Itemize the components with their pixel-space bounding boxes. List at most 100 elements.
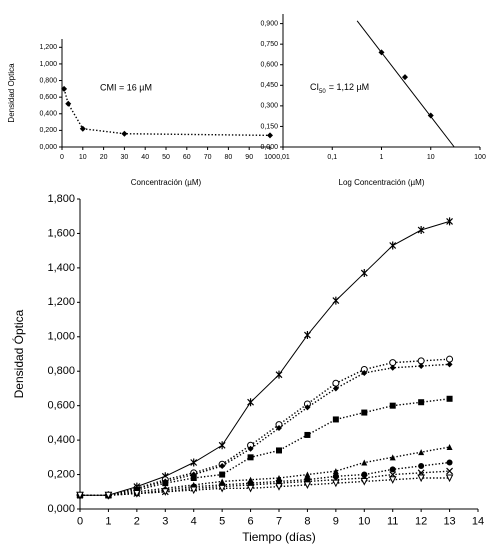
marker bbox=[446, 355, 454, 363]
x-tick-label: 60 bbox=[183, 154, 191, 161]
marker bbox=[417, 357, 425, 365]
marker bbox=[332, 468, 339, 475]
x-tick-label: 1 bbox=[380, 154, 384, 161]
series-line bbox=[356, 20, 455, 148]
marker bbox=[304, 404, 311, 411]
x-tick-label: 0 bbox=[60, 154, 64, 161]
y-tick-label: 0,800 bbox=[47, 365, 75, 377]
marker bbox=[417, 226, 425, 234]
marker bbox=[304, 471, 311, 478]
annotation-rest: = 1,12 µM bbox=[329, 82, 369, 92]
y-tick-label: 0,200 bbox=[39, 127, 57, 134]
marker bbox=[247, 480, 254, 487]
marker bbox=[189, 486, 198, 495]
x-tick-label: 3 bbox=[162, 516, 168, 528]
y-tick-label: 0,600 bbox=[260, 62, 278, 69]
marker bbox=[332, 379, 340, 387]
x-tick-label: 4 bbox=[191, 516, 197, 528]
marker bbox=[61, 85, 68, 92]
y-tick-label: 0,000 bbox=[39, 144, 57, 151]
x-tick-label: 7 bbox=[276, 516, 282, 528]
y-tick-label: 0,400 bbox=[47, 434, 75, 446]
marker bbox=[246, 484, 255, 493]
x-tick-label: 6 bbox=[248, 516, 254, 528]
marker bbox=[389, 241, 397, 250]
x-tick-label: 100 bbox=[264, 154, 276, 161]
x-axis-label: Concentración (µM) bbox=[131, 178, 202, 187]
marker bbox=[388, 476, 397, 484]
y-tick-label: 1,200 bbox=[47, 296, 75, 308]
chart: 0,000 0,200 0,400 0,600 0,800 1,000 1,200 1,400… bbox=[11, 193, 484, 544]
marker bbox=[304, 331, 311, 340]
marker bbox=[418, 449, 425, 456]
x-tick-label: 2 bbox=[134, 516, 140, 528]
marker bbox=[361, 409, 368, 416]
marker bbox=[446, 467, 453, 475]
marker bbox=[446, 395, 453, 402]
marker bbox=[161, 488, 170, 496]
x-tick-label: 10 bbox=[427, 154, 435, 161]
series-line bbox=[80, 446, 450, 496]
marker bbox=[332, 479, 340, 488]
y-tick-label: 0,900 bbox=[260, 20, 278, 27]
series-line bbox=[80, 220, 450, 496]
marker bbox=[162, 480, 169, 487]
marker bbox=[389, 359, 397, 367]
marker bbox=[361, 369, 368, 376]
marker bbox=[446, 217, 453, 226]
marker bbox=[418, 363, 425, 370]
x-tick-label: 80 bbox=[225, 154, 233, 161]
marker bbox=[247, 398, 254, 407]
series-line bbox=[80, 398, 450, 496]
x-tick-label: 100 bbox=[474, 154, 486, 161]
marker bbox=[276, 425, 282, 432]
x-tick-label: 0,01 bbox=[276, 154, 290, 161]
marker bbox=[303, 481, 312, 490]
marker bbox=[76, 491, 84, 500]
x-tick-label: 10 bbox=[358, 516, 370, 528]
x-tick-label: 5 bbox=[219, 516, 225, 528]
y-tick-label: 1,000 bbox=[39, 61, 57, 68]
marker bbox=[121, 130, 128, 137]
chart: 0,000 0,200 0,400 0,600 0,800 1,000 1,200 0 10 20… bbox=[7, 39, 276, 187]
y-axis-label: Densidad Óptica bbox=[11, 309, 26, 398]
marker bbox=[304, 476, 311, 483]
marker bbox=[275, 370, 283, 379]
x-axis-label: Tiempo (días) bbox=[242, 530, 316, 544]
marker bbox=[332, 385, 339, 392]
series-line bbox=[80, 363, 450, 496]
x-tick-label: 9 bbox=[333, 516, 339, 528]
series-line bbox=[63, 88, 271, 137]
x-tick-label: 12 bbox=[415, 516, 427, 528]
marker bbox=[218, 441, 226, 450]
x-tick-label: 20 bbox=[100, 154, 108, 161]
marker bbox=[219, 462, 226, 469]
marker bbox=[275, 483, 283, 491]
marker bbox=[417, 474, 425, 483]
marker bbox=[65, 100, 72, 107]
x-tick-label: 13 bbox=[443, 516, 455, 528]
y-tick-label: 0,200 bbox=[47, 468, 75, 480]
x-tick-label: 50 bbox=[162, 154, 170, 161]
series-line bbox=[80, 477, 450, 496]
x-tick-label: 8 bbox=[304, 516, 310, 528]
x-tick-label: 0,1 bbox=[327, 154, 337, 161]
marker bbox=[218, 484, 226, 493]
y-tick-label: 0,750 bbox=[260, 41, 278, 48]
marker bbox=[389, 454, 396, 461]
x-tick-label: 10 bbox=[79, 154, 87, 161]
annotation: CI50 = 1,12 µM bbox=[310, 82, 369, 94]
x-tick-label: 14 bbox=[472, 516, 484, 528]
marker bbox=[360, 269, 368, 278]
marker bbox=[332, 416, 339, 423]
y-tick-label: 0,600 bbox=[39, 94, 57, 101]
marker bbox=[304, 431, 311, 438]
annotation: CMI = 16 µM bbox=[100, 82, 152, 92]
marker bbox=[79, 125, 86, 132]
marker bbox=[446, 459, 453, 466]
marker bbox=[401, 74, 408, 81]
x-tick-label: 11 bbox=[387, 516, 398, 528]
x-tick-label: 1 bbox=[105, 516, 111, 528]
